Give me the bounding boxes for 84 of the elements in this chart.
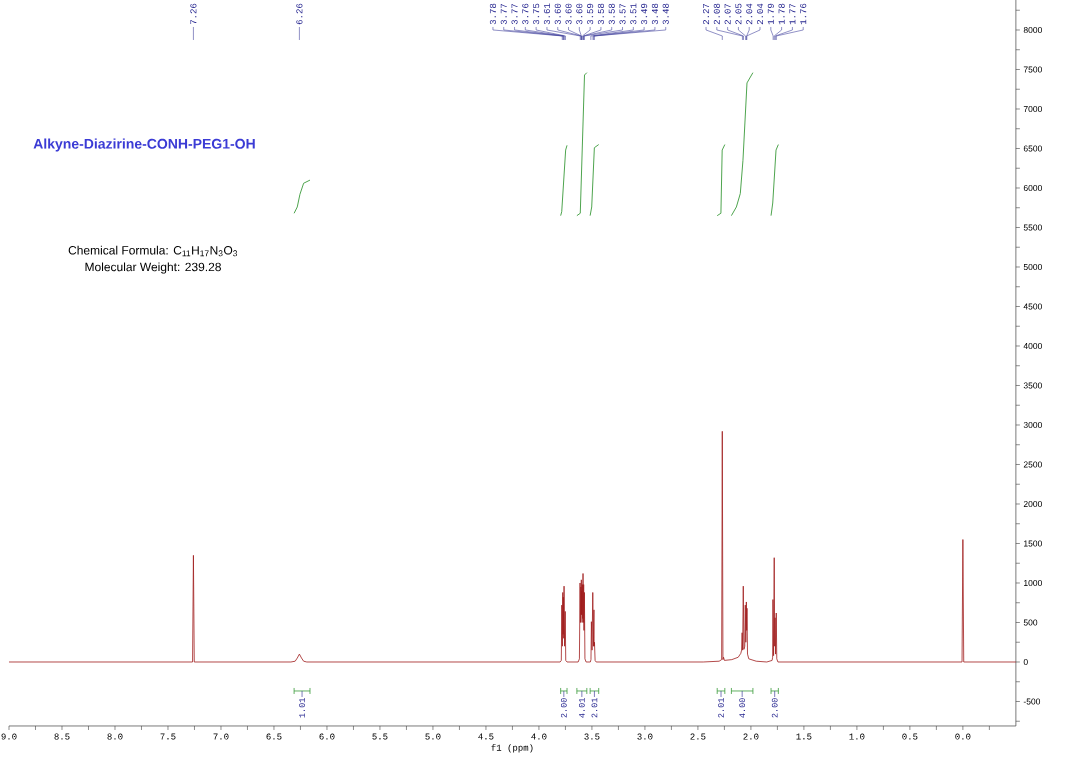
annotation: 3.60 [576, 3, 583, 25]
y-tick-label: 8000 [1023, 26, 1042, 33]
x-tick-label: 2.0 [743, 733, 759, 740]
annotation: 2.07 [724, 3, 731, 25]
annotation: 3.48 [651, 3, 658, 25]
annotation: 4.00 [739, 698, 746, 718]
annotation: 2.05 [735, 3, 742, 25]
annotation: 2.00 [771, 698, 778, 718]
y-tick-label: 6500 [1023, 145, 1042, 152]
x-tick-label: 3.0 [637, 733, 653, 740]
x-tick-label: 4.5 [478, 733, 494, 740]
annotation: 3.76 [522, 3, 529, 25]
annotation: 4.01 [578, 698, 585, 718]
annotation: 6.26 [296, 3, 303, 25]
x-axis-title: f1 (ppm) [491, 744, 533, 753]
annotation: Molecular Weight: 239.28 [85, 262, 221, 274]
annotation: 3.59 [587, 3, 594, 25]
annotation: 2.04 [746, 3, 753, 25]
x-tick-label: 8.0 [107, 733, 123, 740]
annotation: 1.79 [767, 3, 774, 25]
line-series [576, 72, 588, 217]
y-tick-label: 5000 [1023, 263, 1042, 270]
y-tick-label: 7500 [1023, 66, 1042, 73]
x-tick-label: 6.5 [266, 733, 282, 740]
annotation: 3.58 [597, 3, 604, 25]
x-tick-label: 5.5 [372, 733, 388, 740]
annotation: 2.01 [591, 698, 598, 718]
x-tick-label: 9.0 [1, 733, 17, 740]
annotation: 3.58 [608, 3, 615, 25]
y-tick-label: 2500 [1023, 461, 1042, 468]
y-tick-label: 0 [1023, 658, 1028, 665]
y-tick-label: 4500 [1023, 303, 1042, 310]
annotation: 1.01 [299, 698, 305, 718]
y-tick-label: 1500 [1024, 540, 1042, 547]
annotation: 2.27 [703, 3, 710, 25]
x-tick-label: 6.0 [319, 733, 335, 740]
y-tick-label: 4000 [1023, 342, 1042, 349]
x-tick-label: 5.0 [425, 733, 441, 740]
x-tick-label: 7.5 [160, 733, 176, 740]
annotation: 3.49 [641, 3, 648, 25]
y-tick-label: 2000 [1023, 500, 1042, 507]
annotation: 3.61 [543, 3, 550, 25]
annotation: 3.78 [489, 3, 496, 25]
annotation: 1.78 [778, 3, 785, 25]
annotation: 3.48 [662, 3, 669, 25]
y-tick-label: 3500 [1023, 382, 1042, 389]
x-tick-label: 1.5 [796, 733, 812, 740]
line-series [560, 144, 568, 217]
annotation: 3.77 [500, 3, 507, 25]
y-tick-label: 7000 [1023, 105, 1042, 112]
annotation: 3.51 [630, 3, 637, 25]
annotation: 3.77 [511, 3, 518, 25]
y-tick-label: 1000 [1024, 579, 1042, 586]
annotation: 2.00 [560, 698, 567, 718]
line-series [770, 144, 779, 217]
annotation: 1.77 [789, 3, 796, 25]
x-tick-label: 3.5 [584, 733, 600, 740]
annotation: 3.60 [565, 3, 572, 25]
x-tick-label: 7.0 [213, 733, 229, 740]
line-series [716, 144, 726, 217]
x-tick-label: 2.5 [690, 733, 706, 740]
x-tick-label: 0.5 [902, 733, 918, 740]
x-tick-label: 1.0 [849, 733, 865, 740]
line-series [293, 179, 311, 214]
line-series [589, 144, 600, 217]
annotation: Chemical Formula: C$_{11}$H$_{17}$N$_{3}$O$_{3}$ [68, 245, 238, 257]
y-tick-label: 500 [1023, 619, 1038, 626]
annotation: 1.76 [800, 3, 807, 25]
annotation: 3.60 [554, 3, 561, 25]
y-tick-label: 3000 [1023, 421, 1042, 428]
y-tick-label: 6000 [1023, 184, 1042, 191]
annotation: 2.04 [756, 3, 764, 25]
annotation: 7.26 [190, 3, 197, 25]
text: Alkyne-Diazirine-CONH-PEG1-OH [33, 138, 255, 152]
annotation: 3.57 [619, 3, 626, 25]
y-tick-label: -500 [1023, 698, 1041, 705]
x-tick-label: 8.5 [54, 733, 70, 740]
x-tick-label: 4.0 [531, 733, 547, 740]
line-series [730, 72, 754, 217]
x-tick-label: 0.0 [955, 733, 971, 740]
annotation: 3.75 [533, 3, 540, 25]
annotation: 2.08 [713, 3, 720, 25]
annotation: 2.01 [718, 698, 724, 718]
y-tick-label: 5500 [1023, 224, 1042, 231]
